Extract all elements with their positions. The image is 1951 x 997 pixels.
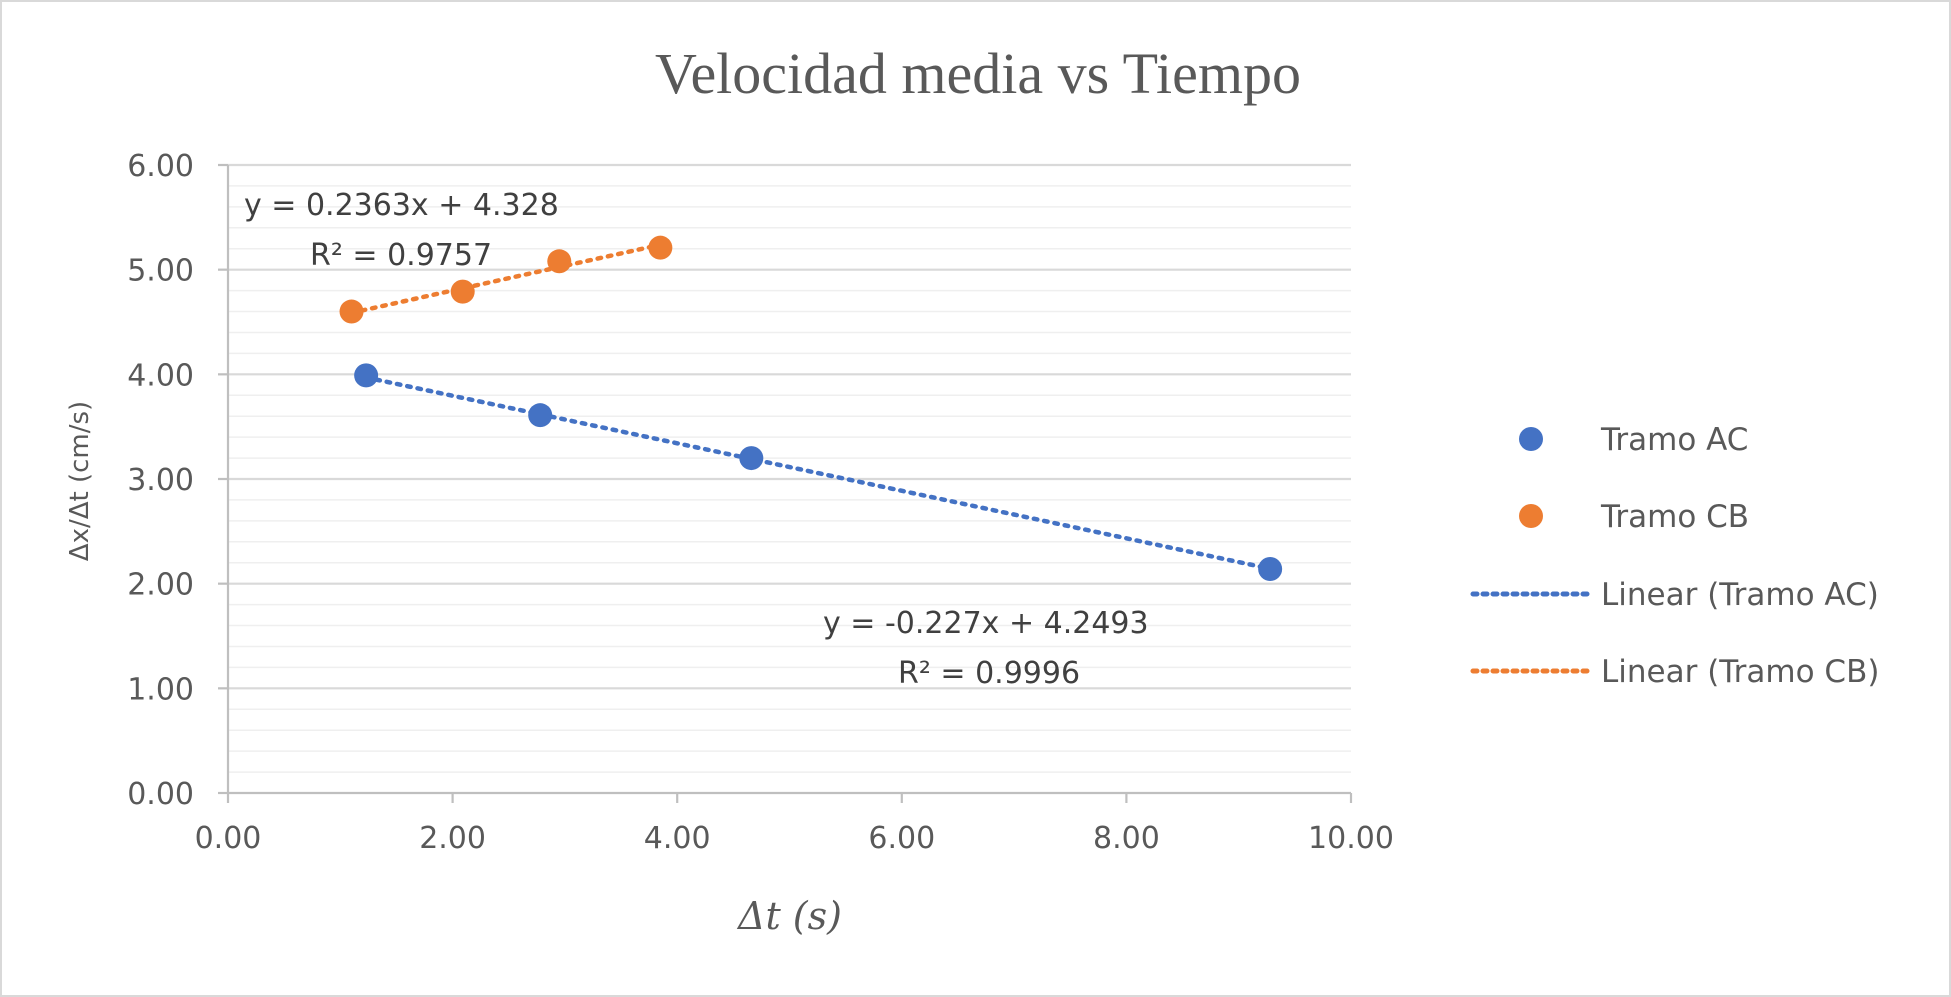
- x-tick-label: 10.00: [1308, 821, 1394, 856]
- legend-label-linear-ac: Linear (Tramo AC): [1601, 577, 1879, 613]
- x-tick-label: 6.00: [868, 821, 935, 856]
- y-tick-label: 3.00: [127, 463, 194, 498]
- point-tramo-cb: [547, 249, 572, 274]
- y-axis-title: Δx/Δt (cm/s): [65, 401, 95, 561]
- legend-label-tramo-cb: Tramo CB: [1600, 499, 1749, 535]
- x-axis-title: Δt (s): [736, 894, 842, 938]
- trendlines: [349, 242, 1273, 571]
- legend-label-linear-cb: Linear (Tramo CB): [1601, 654, 1879, 690]
- y-tick-label: 2.00: [127, 568, 194, 603]
- equation-label-cb: y = 0.2363x + 4.328: [244, 188, 559, 223]
- major-gridlines: [228, 163, 1351, 690]
- x-tick-label: 4.00: [644, 821, 711, 856]
- chart-title: Velocidad media vs Tiempo: [655, 41, 1301, 106]
- trendline-tramo-cb: [349, 242, 663, 316]
- point-tramo-cb: [648, 235, 673, 260]
- legend-label-tramo-ac: Tramo AC: [1600, 422, 1748, 458]
- y-tick-label: 6.00: [127, 149, 194, 184]
- minor-gridlines: [228, 185, 1351, 773]
- y-tick-labels: 0.00 1.00 2.00 3.00 4.00 5.00 6.00: [127, 149, 194, 812]
- legend: Tramo AC Tramo CB Linear (Tramo AC) Line…: [1470, 422, 1879, 690]
- r2-label-cb: R² = 0.9757: [310, 238, 492, 273]
- axes: [218, 163, 1353, 803]
- y-tick-label: 0.00: [127, 777, 194, 812]
- r2-label-ac: R² = 0.9996: [898, 656, 1080, 691]
- point-tramo-ac: [528, 403, 553, 428]
- data-points: [339, 235, 1283, 582]
- legend-marker-tramo-ac: [1519, 427, 1543, 451]
- point-tramo-ac: [1258, 557, 1283, 582]
- y-tick-label: 5.00: [127, 254, 194, 289]
- x-tick-label: 0.00: [195, 821, 262, 856]
- y-tick-label: 4.00: [127, 358, 194, 393]
- trendline-equation-ac: y = -0.227x + 4.2493 R² = 0.9996: [823, 606, 1149, 691]
- x-tick-labels: 0.00 2.00 4.00 6.00 8.00 10.00: [195, 821, 1394, 856]
- legend-marker-tramo-cb: [1519, 504, 1543, 528]
- point-tramo-cb: [339, 299, 364, 324]
- point-tramo-cb: [450, 279, 475, 304]
- y-tick-label: 1.00: [127, 672, 194, 707]
- x-tick-label: 2.00: [419, 821, 486, 856]
- point-tramo-ac: [739, 446, 764, 471]
- x-tick-label: 8.00: [1093, 821, 1160, 856]
- trendline-tramo-ac: [363, 375, 1273, 571]
- trendline-equation-cb: y = 0.2363x + 4.328 R² = 0.9757: [244, 188, 559, 273]
- equation-label-ac: y = -0.227x + 4.2493: [823, 606, 1149, 641]
- point-tramo-ac: [354, 363, 379, 388]
